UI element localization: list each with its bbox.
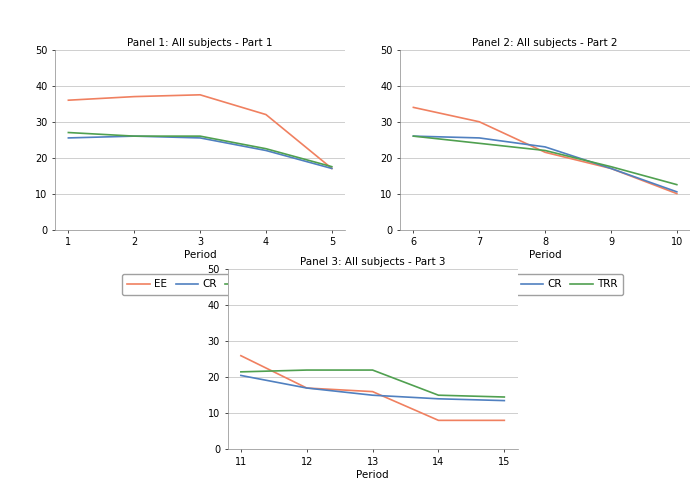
X-axis label: Period: Period (356, 470, 389, 480)
Legend: EE, CR, TRR: EE, CR, TRR (467, 274, 623, 295)
X-axis label: Period: Period (184, 250, 217, 260)
X-axis label: Period: Period (529, 250, 562, 260)
Title: Panel 1: All subjects - Part 1: Panel 1: All subjects - Part 1 (128, 38, 273, 48)
Legend: EE, CR, TRR: EE, CR, TRR (122, 274, 278, 295)
Title: Panel 3: All subjects - Part 3: Panel 3: All subjects - Part 3 (300, 257, 445, 267)
Title: Panel 2: All subjects - Part 2: Panel 2: All subjects - Part 2 (473, 38, 618, 48)
